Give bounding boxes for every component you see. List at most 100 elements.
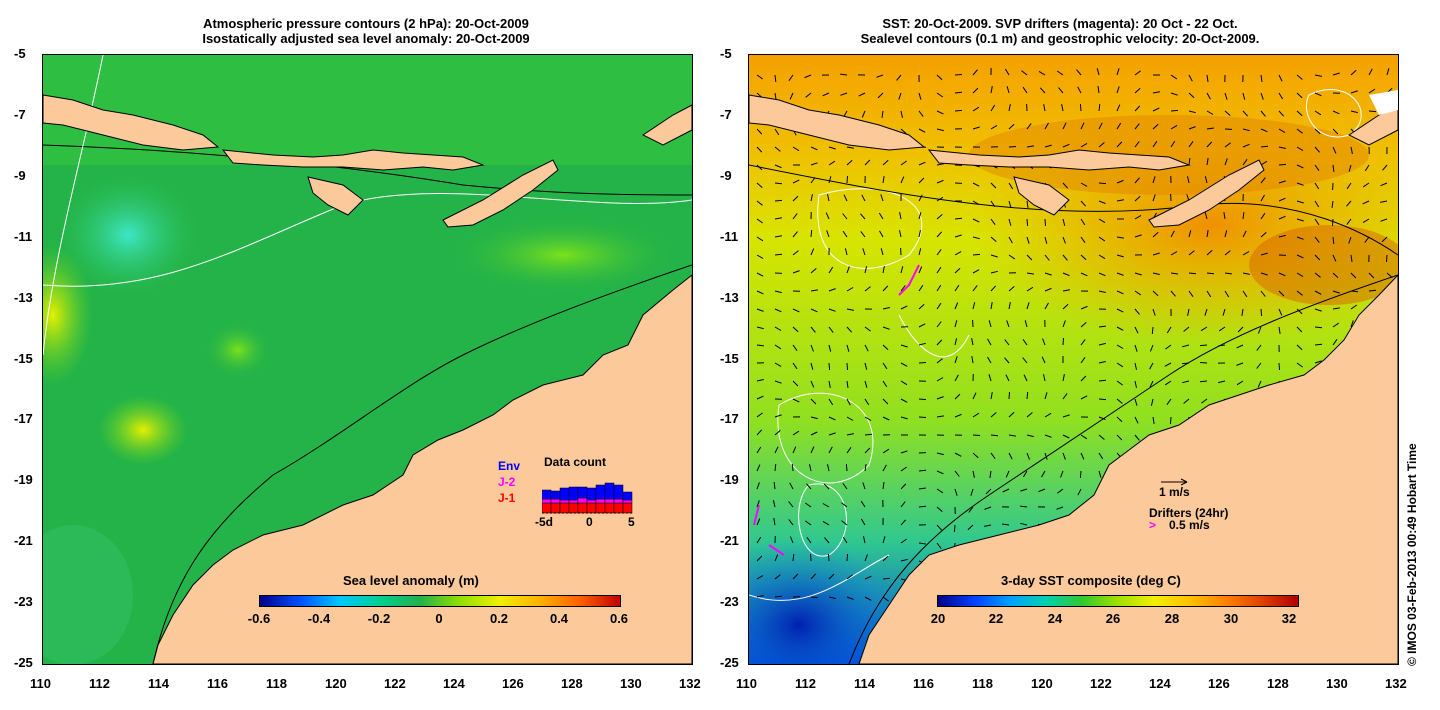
velocity-arrow — [936, 92, 944, 98]
velocity-arrow — [846, 344, 850, 352]
velocity-arrow — [846, 553, 848, 562]
velocity-arrow — [774, 414, 782, 418]
velocity-arrow — [824, 537, 830, 544]
velocity-arrow — [756, 575, 764, 580]
velocity-arrow — [970, 488, 974, 496]
data-count-bar — [622, 491, 633, 501]
lat-tick-label: -23 — [14, 594, 33, 610]
velocity-arrow — [987, 338, 992, 346]
velocity-arrow — [1350, 320, 1354, 328]
velocity-arrow — [756, 446, 762, 454]
velocity-arrow — [1187, 176, 1190, 184]
velocity-arrow — [1188, 74, 1193, 82]
velocity-arrow — [774, 326, 782, 331]
velocity-arrow — [756, 308, 764, 312]
velocity-arrow — [1096, 68, 1100, 76]
drifter-key-symbol: > — [1149, 518, 1157, 532]
velocity-arrow — [1182, 344, 1190, 348]
velocity-arrow — [864, 596, 872, 601]
velocity-arrow — [1056, 506, 1064, 510]
velocity-arrow — [1332, 110, 1340, 115]
data-count-bar — [604, 482, 615, 500]
velocity-arrow — [1314, 236, 1320, 243]
velocity-arrow — [1314, 254, 1321, 261]
velocity-arrow — [828, 344, 832, 352]
velocity-arrow — [936, 284, 942, 292]
velocity-arrow — [792, 308, 800, 313]
velocity-arrow — [936, 396, 944, 400]
velocity-arrow — [1134, 434, 1140, 441]
velocity-arrow — [1260, 177, 1266, 184]
velocity-arrow — [882, 344, 889, 351]
velocity-arrow — [828, 308, 836, 312]
velocity-arrow — [1044, 236, 1048, 244]
left-cbar-tick: 0 — [435, 611, 443, 626]
velocity-arrow — [882, 448, 890, 454]
velocity-arrow — [971, 356, 974, 364]
velocity-arrow — [918, 194, 923, 202]
velocity-arrow — [1199, 362, 1208, 364]
velocity-arrow — [1314, 200, 1320, 208]
velocity-arrow — [1350, 304, 1358, 310]
lat-tick-label: -13 — [14, 289, 33, 305]
velocity-arrow — [1242, 110, 1249, 117]
velocity-arrow — [1170, 140, 1176, 148]
velocity-arrow — [774, 146, 781, 152]
velocity-arrow — [1026, 145, 1034, 148]
velocity-arrow — [900, 160, 907, 166]
velocity-arrow — [972, 302, 976, 310]
velocity-arrow — [1026, 412, 1033, 418]
velocity-arrow — [954, 470, 960, 477]
velocity-arrow — [1260, 128, 1268, 133]
data-count-bar — [542, 498, 552, 504]
velocity-arrow — [756, 429, 763, 436]
velocity-arrow — [1008, 452, 1013, 460]
velocity-arrow — [1098, 142, 1105, 148]
velocity-arrow — [1348, 236, 1352, 244]
velocity-arrow — [1134, 416, 1139, 424]
velocity-arrow — [967, 524, 974, 531]
right-map: 1 m/s Drifters (24hr) > 0.5 m/s 3-day SS… — [748, 54, 1399, 665]
velocity-arrow — [862, 482, 866, 490]
velocity-arrow — [918, 92, 922, 100]
velocity-arrow — [1296, 74, 1303, 80]
velocity-arrow — [846, 362, 848, 371]
velocity-arrow — [1362, 182, 1370, 188]
velocity-arrow — [1332, 290, 1340, 294]
velocity-arrow — [1152, 91, 1160, 94]
velocity-arrow — [1097, 86, 1100, 94]
velocity-arrow — [972, 87, 979, 94]
velocity-arrow — [954, 109, 963, 112]
velocity-arrow — [990, 182, 997, 189]
velocity-arrow — [1026, 302, 1030, 310]
right-title: SST: 20-Oct-2009. SVP drifters (magenta)… — [720, 16, 1400, 46]
velocity-arrow — [1080, 142, 1088, 148]
velocity-arrow — [876, 74, 884, 78]
velocity-arrow — [1116, 272, 1124, 276]
velocity-arrow — [774, 463, 777, 472]
velocity-arrow — [1149, 380, 1154, 388]
velocity-arrow — [1004, 339, 1010, 346]
velocity-arrow — [936, 358, 943, 364]
velocity-arrow — [1026, 123, 1032, 130]
velocity-arrow — [810, 446, 815, 454]
velocity-arrow — [1062, 393, 1068, 400]
velocity-arrow — [1314, 164, 1320, 171]
velocity-arrow — [1381, 236, 1388, 243]
drifter-key-title: Drifters (24hr) — [1149, 506, 1229, 520]
velocity-arrow — [1364, 164, 1370, 172]
velocity-arrow — [1278, 290, 1285, 297]
lat-tick-label: -21 — [720, 533, 739, 549]
velocity-arrow — [1134, 362, 1137, 370]
velocity-arrow — [805, 92, 812, 98]
velocity-key-label: 1 m/s — [1159, 485, 1190, 499]
velocity-arrow — [1026, 391, 1029, 400]
velocity-arrow — [861, 110, 866, 118]
velocity-arrow — [756, 200, 763, 206]
lat-tick-label: -15 — [720, 350, 739, 366]
velocity-arrow — [810, 162, 818, 166]
velocity-arrow — [1278, 146, 1286, 149]
velocity-arrow — [1022, 470, 1028, 478]
velocity-arrow — [846, 447, 852, 454]
velocity-arrow — [1080, 434, 1088, 440]
